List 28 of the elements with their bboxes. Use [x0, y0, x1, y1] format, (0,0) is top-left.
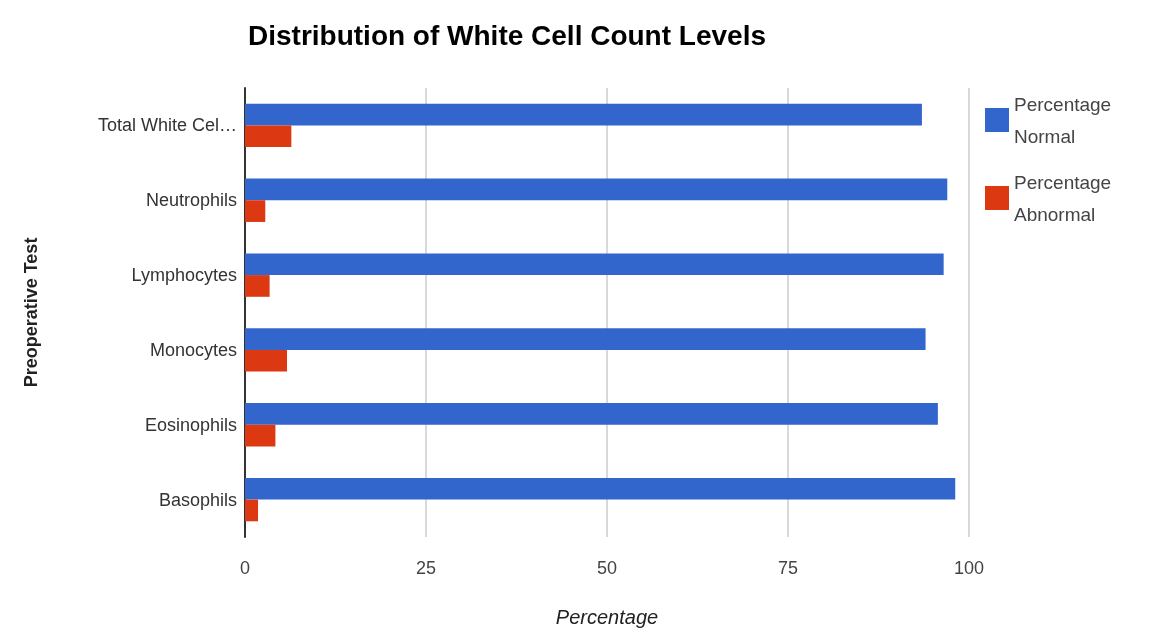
legend-label: Percentage Abnormal	[1014, 171, 1117, 225]
bar	[245, 125, 292, 148]
y-tick-label: Eosinophils	[144, 414, 237, 435]
bar	[245, 178, 948, 201]
bar	[245, 424, 276, 447]
legend-label: Percentage Normal	[1014, 93, 1117, 147]
bar	[245, 328, 926, 350]
y-tick-label: Basophils	[158, 489, 237, 510]
bar	[245, 275, 270, 297]
bar	[245, 103, 922, 126]
y-tick-label: Neutrophils	[145, 190, 237, 211]
x-tick-label: 0	[239, 558, 251, 578]
x-tick-label: 50	[596, 558, 618, 578]
y-tick-label: Total White Cel…	[97, 115, 237, 136]
bar	[245, 253, 944, 276]
bar	[245, 477, 956, 500]
chart-title: Distribution of White Cell Count Levels	[248, 19, 766, 51]
x-axis-title: Percentage	[555, 606, 659, 628]
bar	[245, 200, 266, 222]
bar	[245, 499, 259, 522]
x-tick-label: 100	[953, 558, 985, 578]
x-tick-label: 75	[777, 558, 799, 578]
bar	[245, 349, 287, 372]
y-axis-title: Preoperative Test	[21, 237, 41, 388]
x-tick-label: 25	[415, 558, 437, 578]
y-tick-label: Lymphocytes	[131, 265, 237, 286]
bar	[245, 403, 938, 425]
y-tick-label: Monocytes	[149, 339, 237, 360]
